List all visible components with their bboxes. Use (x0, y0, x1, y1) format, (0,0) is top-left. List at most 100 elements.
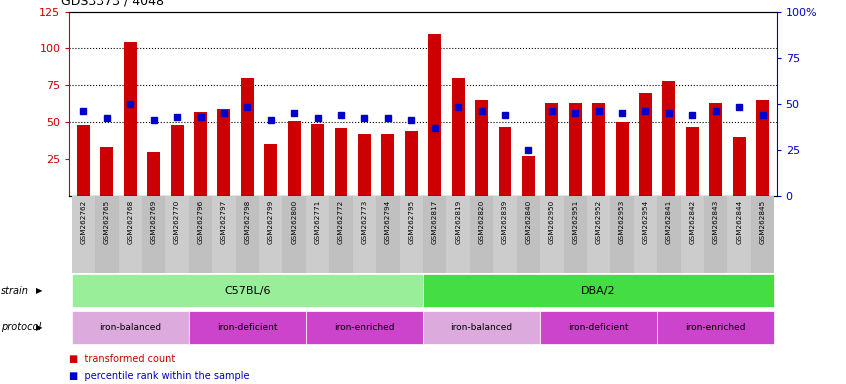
Bar (124, 43, 137, 196)
Text: GSM262798: GSM262798 (244, 200, 250, 244)
Text: GSM262950: GSM262950 (549, 200, 555, 244)
Bar (423, 275, 774, 307)
Text: GSM262794: GSM262794 (385, 200, 391, 244)
Text: GSM262817: GSM262817 (431, 200, 437, 244)
Text: C57BL/6: C57BL/6 (224, 286, 271, 296)
Bar (165, 196, 189, 273)
Text: GSM262819: GSM262819 (455, 200, 461, 244)
Bar (353, 196, 376, 273)
Bar (540, 196, 563, 273)
Text: GSM262768: GSM262768 (127, 200, 134, 244)
Text: GSM262800: GSM262800 (291, 200, 297, 244)
Bar (662, 81, 675, 196)
Bar (382, 134, 394, 196)
Text: ▶: ▶ (36, 286, 42, 295)
Text: GSM262771: GSM262771 (315, 200, 321, 244)
Bar (259, 196, 283, 273)
Text: GSM262762: GSM262762 (80, 200, 86, 244)
Text: GSM262797: GSM262797 (221, 200, 227, 244)
Text: GSM262951: GSM262951 (572, 200, 578, 244)
Bar (95, 196, 118, 273)
Text: GSM262765: GSM262765 (104, 200, 110, 244)
Bar (610, 196, 634, 273)
Bar (405, 131, 418, 196)
Bar (72, 311, 189, 344)
Text: GSM262796: GSM262796 (197, 200, 204, 244)
Bar (639, 93, 652, 196)
Text: GSM262773: GSM262773 (361, 200, 367, 244)
Bar (329, 196, 353, 273)
Bar (428, 34, 441, 196)
Bar (376, 196, 399, 273)
Bar (498, 127, 511, 196)
Text: GDS3373 / 4048: GDS3373 / 4048 (61, 0, 164, 8)
Bar (189, 311, 306, 344)
Bar (522, 156, 535, 196)
Bar (72, 196, 95, 273)
Text: GSM262952: GSM262952 (596, 200, 602, 244)
Bar (194, 112, 207, 196)
Bar (475, 100, 488, 196)
Bar (142, 196, 165, 273)
Bar (264, 144, 277, 196)
Bar (569, 103, 582, 196)
Bar (733, 137, 745, 196)
Text: GSM262844: GSM262844 (736, 200, 742, 244)
Text: GSM262769: GSM262769 (151, 200, 157, 244)
Text: GSM262954: GSM262954 (642, 200, 649, 244)
Bar (334, 128, 348, 196)
Text: DBA/2: DBA/2 (581, 286, 616, 296)
Bar (634, 196, 657, 273)
Bar (686, 127, 699, 196)
Text: iron-deficient: iron-deficient (569, 323, 629, 332)
Bar (616, 122, 629, 196)
Bar (709, 103, 722, 196)
Text: GSM262953: GSM262953 (619, 200, 625, 244)
Bar (358, 134, 371, 196)
Bar (306, 311, 423, 344)
Bar (212, 196, 236, 273)
Text: ■  percentile rank within the sample: ■ percentile rank within the sample (69, 371, 250, 381)
Bar (592, 103, 605, 196)
Text: GSM262845: GSM262845 (760, 200, 766, 244)
Bar (587, 196, 610, 273)
Bar (118, 196, 142, 273)
Text: GSM262795: GSM262795 (409, 200, 415, 244)
Bar (77, 125, 90, 196)
Bar (306, 196, 329, 273)
Text: GSM262772: GSM262772 (338, 200, 344, 244)
Bar (236, 196, 259, 273)
Bar (751, 196, 774, 273)
Bar (423, 311, 540, 344)
Text: iron-deficient: iron-deficient (217, 323, 277, 332)
Bar (728, 196, 751, 273)
Text: iron-balanced: iron-balanced (99, 323, 162, 332)
Bar (447, 196, 470, 273)
Bar (756, 100, 769, 196)
Bar (189, 196, 212, 273)
Text: GSM262841: GSM262841 (666, 200, 672, 244)
Text: GSM262843: GSM262843 (712, 200, 719, 244)
Bar (423, 196, 447, 273)
Text: GSM262839: GSM262839 (502, 200, 508, 244)
Bar (101, 147, 113, 196)
Bar (72, 275, 423, 307)
Text: GSM262770: GSM262770 (174, 200, 180, 244)
Bar (657, 311, 774, 344)
Bar (217, 109, 230, 196)
Bar (517, 196, 540, 273)
Bar (452, 78, 464, 196)
Text: GSM262820: GSM262820 (479, 200, 485, 244)
Bar (171, 125, 184, 196)
Text: iron-enriched: iron-enriched (334, 323, 395, 332)
Bar (657, 196, 681, 273)
Bar (147, 152, 160, 196)
Bar (546, 103, 558, 196)
Bar (540, 311, 657, 344)
Bar (470, 196, 493, 273)
Text: ▶: ▶ (36, 323, 42, 332)
Bar (563, 196, 587, 273)
Bar (681, 196, 704, 273)
Bar (704, 196, 728, 273)
Bar (493, 196, 517, 273)
